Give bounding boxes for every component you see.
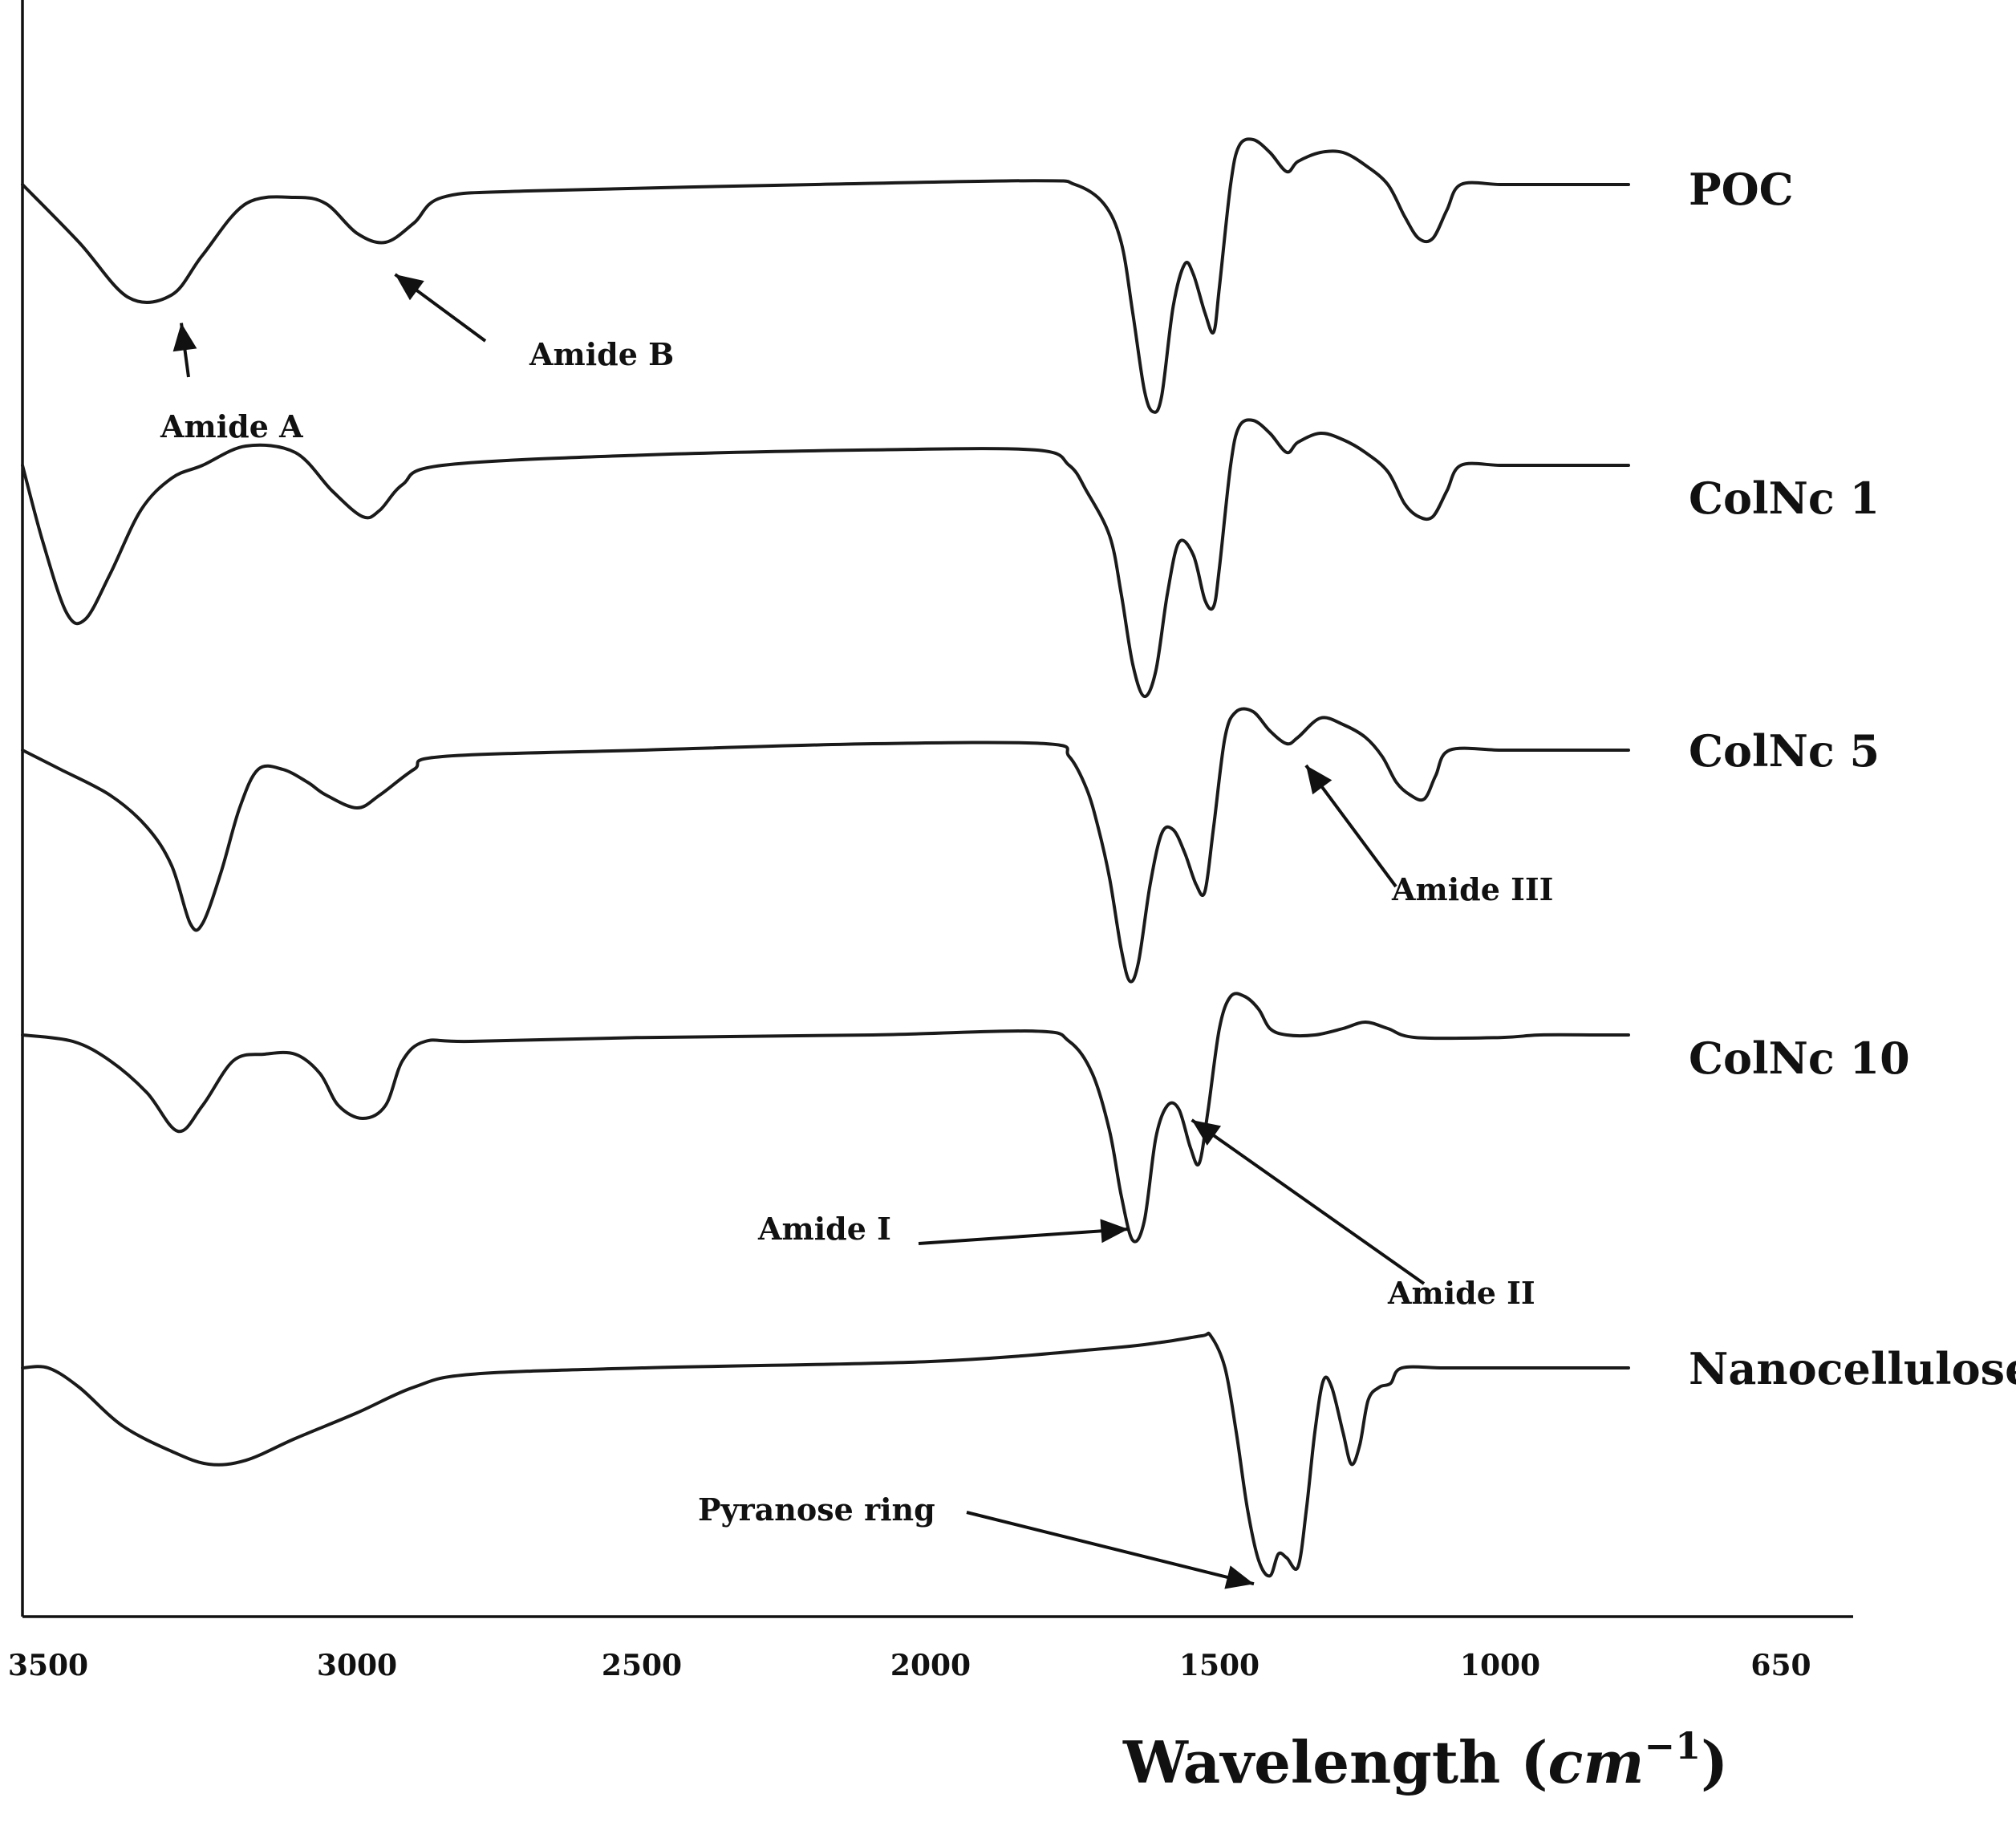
series-labels: POC ColNc 1 ColNc 5 ColNc 10 Nanocellulose (1689, 164, 2016, 1394)
annotation-arrowhead (172, 323, 197, 352)
series-line-poc (21, 137, 1630, 414)
annotation-arrowhead (1306, 765, 1333, 795)
series-line-colnc-1 (21, 418, 1630, 698)
annotation-pyranose-ring: Pyranose ring (698, 1491, 935, 1528)
annotation-arrow-line (918, 1228, 1129, 1245)
x-tick-labels: 3500 3000 2500 2000 1500 1000 650 (8, 1649, 1811, 1682)
x-axis-label-unit: cm (1548, 1728, 1645, 1796)
annotation-arrowhead (395, 274, 424, 301)
series-label-colnc-5: ColNc 5 (1689, 725, 1880, 777)
series-label-nanocellulose: Nanocellulose (1689, 1343, 2016, 1394)
traces-group (21, 137, 1630, 1578)
x-tick-label: 3500 (8, 1649, 88, 1682)
annotation-arrowhead (1100, 1219, 1129, 1244)
x-tick-label: 1500 (1179, 1649, 1259, 1682)
series-label-colnc-1: ColNc 1 (1689, 473, 1880, 524)
annotations-group: Amide A Amide B Amide III Amide I Amide II Py… (160, 273, 1553, 1589)
annotation-amide-i: Amide I (757, 1211, 891, 1247)
x-tick-label: 3000 (317, 1649, 397, 1682)
series-label-colnc-10: ColNc 10 (1689, 1033, 1910, 1084)
annotation-amide-ii: Amide II (1387, 1275, 1535, 1311)
annotation-arrow-line (966, 1511, 1255, 1586)
x-tick-label: 1000 (1460, 1649, 1540, 1682)
x-tick-label: 2000 (890, 1649, 971, 1682)
series-line-nanocellulose (21, 1331, 1630, 1578)
annotation-arrowhead (1191, 1120, 1222, 1146)
x-axis-label-main: Wavelength ( (1122, 1728, 1548, 1796)
annotation-amide-a: Amide A (160, 408, 303, 444)
x-axis-label-power: −1 (1645, 1724, 1702, 1767)
x-axis-label: Wavelength (cm−1) (1122, 1724, 1728, 1796)
annotation-arrow-line (1191, 1118, 1426, 1285)
annotation-amide-iii: Amide III (1391, 871, 1553, 907)
series-line-colnc-5 (21, 707, 1630, 984)
x-tick-label: 650 (1750, 1649, 1811, 1682)
annotation-amide-b: Amide B (529, 336, 674, 372)
annotation-arrowhead (1224, 1565, 1254, 1589)
series-label-poc: POC (1689, 164, 1794, 215)
x-tick-label: 2500 (602, 1649, 682, 1682)
series-line-colnc-10 (21, 992, 1630, 1244)
x-axis-label-close: ) (1701, 1728, 1728, 1796)
